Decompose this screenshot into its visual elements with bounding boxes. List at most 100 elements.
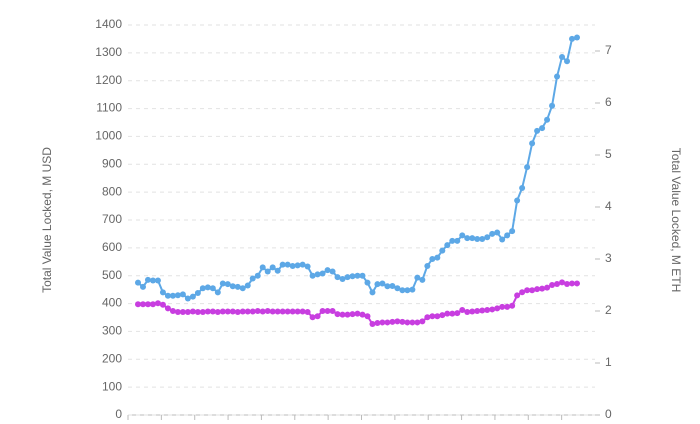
- y2-tick-label: 5: [605, 147, 612, 161]
- data-point: [544, 116, 551, 123]
- data-point: [364, 279, 371, 286]
- data-point: [419, 276, 426, 283]
- y-tick-label: 900: [102, 156, 122, 170]
- y-tick-label: 500: [102, 268, 122, 282]
- y-tick-label: 1400: [95, 17, 122, 31]
- data-point: [249, 275, 256, 282]
- data-point: [184, 295, 191, 302]
- data-point: [334, 311, 341, 318]
- data-point: [444, 310, 451, 317]
- data-point: [279, 308, 286, 315]
- data-point: [299, 261, 306, 268]
- data-point: [414, 319, 421, 326]
- data-point: [139, 301, 146, 308]
- data-point: [419, 318, 426, 325]
- data-point: [319, 270, 326, 277]
- data-point: [159, 289, 166, 296]
- data-point: [344, 311, 351, 318]
- data-point: [179, 291, 186, 298]
- data-point: [389, 318, 396, 325]
- data-point: [499, 236, 506, 243]
- data-point: [569, 35, 576, 42]
- data-point: [459, 306, 466, 313]
- data-point: [549, 282, 556, 288]
- data-point: [144, 276, 151, 283]
- data-point: [479, 307, 486, 314]
- data-point: [354, 310, 361, 317]
- data-point: [334, 274, 341, 281]
- data-point: [564, 58, 571, 65]
- y-tick-label: 300: [102, 324, 122, 338]
- data-point: [464, 309, 471, 316]
- data-point: [539, 125, 546, 132]
- data-point: [499, 303, 506, 310]
- data-point: [484, 234, 491, 241]
- data-point: [324, 308, 331, 314]
- data-point: [259, 264, 266, 271]
- data-point: [139, 283, 146, 290]
- data-point: [304, 309, 311, 316]
- data-point: [534, 286, 541, 293]
- data-point: [204, 284, 211, 291]
- y-tick-label: 1100: [96, 101, 122, 115]
- data-point: [174, 309, 181, 316]
- y2-tick-label: 2: [605, 303, 612, 317]
- data-point: [429, 313, 436, 320]
- data-point: [554, 73, 561, 80]
- y-tick-label: 0: [115, 407, 122, 421]
- y-tick-label: 400: [102, 296, 122, 310]
- data-point: [549, 102, 556, 109]
- data-point: [304, 263, 311, 270]
- data-point: [379, 280, 386, 287]
- data-point: [454, 237, 461, 244]
- data-point: [194, 289, 201, 296]
- data-point: [224, 308, 231, 315]
- data-point: [464, 235, 471, 242]
- data-point: [574, 34, 580, 41]
- data-point: [574, 280, 580, 287]
- data-point: [199, 285, 206, 292]
- y-tick-label: 700: [102, 212, 122, 226]
- data-point: [209, 308, 216, 315]
- data-point: [434, 254, 441, 261]
- data-point: [339, 311, 346, 318]
- data-point: [349, 273, 356, 280]
- data-point: [309, 314, 316, 321]
- data-point: [144, 301, 151, 308]
- y2-tick-label: 0: [605, 407, 612, 421]
- data-point: [159, 301, 166, 308]
- data-point: [199, 309, 206, 316]
- data-point: [284, 308, 291, 315]
- data-point: [534, 127, 541, 134]
- y-axis-title: Total Value Locked, M USD: [40, 147, 54, 293]
- data-point: [294, 308, 301, 315]
- data-point: [214, 289, 221, 296]
- data-point: [319, 308, 326, 314]
- data-point: [454, 310, 461, 317]
- data-point: [474, 308, 481, 314]
- y-tick-label: 600: [102, 240, 122, 254]
- data-point: [289, 308, 296, 315]
- data-point: [274, 308, 281, 315]
- data-point: [469, 235, 476, 242]
- data-point: [229, 308, 236, 315]
- data-point: [394, 285, 401, 292]
- data-point: [234, 283, 241, 290]
- data-point: [369, 289, 376, 296]
- data-point: [339, 276, 346, 283]
- data-point: [309, 272, 316, 279]
- data-point: [439, 247, 446, 254]
- data-point: [229, 283, 236, 290]
- data-point: [484, 306, 491, 313]
- data-point: [344, 274, 351, 281]
- data-point: [374, 319, 381, 326]
- data-point: [219, 280, 226, 287]
- data-point: [384, 283, 391, 290]
- data-point: [169, 292, 176, 299]
- data-point: [439, 312, 446, 319]
- data-point: [359, 272, 366, 279]
- data-point: [554, 280, 561, 287]
- data-point: [324, 267, 331, 274]
- data-point: [409, 286, 416, 293]
